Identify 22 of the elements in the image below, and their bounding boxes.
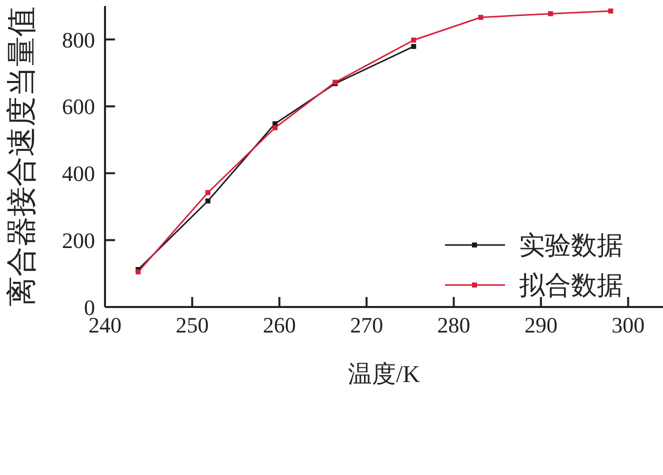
- point: [478, 14, 484, 20]
- x-tick-label: 270: [350, 312, 384, 338]
- point: [411, 38, 416, 43]
- y-tick-label: 400: [62, 161, 95, 186]
- legend-label: 实验数据: [519, 230, 623, 262]
- y-tick-label: 800: [62, 27, 95, 52]
- x-axis-title: 温度/K: [348, 361, 421, 388]
- x-tick-label: 250: [176, 312, 209, 338]
- point: [205, 198, 210, 204]
- point: [608, 8, 614, 14]
- legend-label: 拟合数据: [519, 270, 623, 302]
- point: [548, 11, 554, 16]
- point: [272, 125, 278, 130]
- y-axis-title: 离合器接合速度当量值: [6, 6, 38, 306]
- point: [411, 44, 416, 49]
- x-tick-label: 290: [524, 312, 558, 338]
- x-tick-label: 280: [437, 312, 470, 338]
- x-tick-label: 260: [262, 312, 296, 338]
- y-tick-label: 200: [62, 228, 95, 253]
- point: [205, 190, 210, 196]
- x-tick-label: 300: [612, 312, 645, 338]
- y-tick-label: 600: [62, 94, 95, 120]
